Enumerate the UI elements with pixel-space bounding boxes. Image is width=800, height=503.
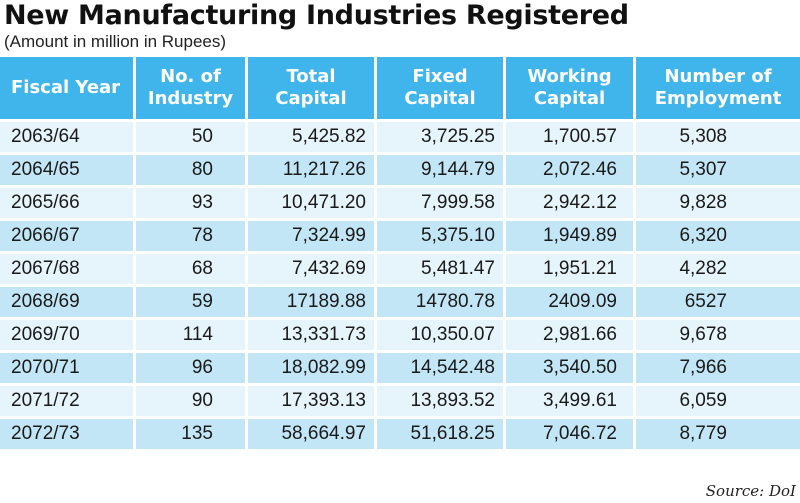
cell-fixed-capital: 10,350.07	[377, 320, 506, 353]
cell-no-of-industry: 93	[136, 188, 248, 221]
cell-fiscal-year: 2064/65	[0, 155, 136, 188]
cell-working-capital: 2409.09	[506, 287, 636, 320]
header-fixed-capital-line2: Capital	[404, 88, 476, 109]
table-row: 2071/72 90 17,393.13 13,893.52 3,499.61 …	[0, 386, 800, 419]
table-row: 2068/69 59 17189.88 14780.78 2409.09 652…	[0, 287, 800, 320]
cell-working-capital: 2,942.12	[506, 188, 636, 221]
cell-number-of-employment: 7,966	[636, 353, 800, 386]
cell-fixed-capital: 13,893.52	[377, 386, 506, 419]
cell-no-of-industry: 78	[136, 221, 248, 254]
cell-working-capital: 1,700.57	[506, 122, 636, 155]
header-total-capital-line1: Total	[286, 66, 336, 87]
cell-working-capital: 3,499.61	[506, 386, 636, 419]
cell-number-of-employment: 6527	[636, 287, 800, 320]
header-total-capital: Total Capital	[248, 57, 377, 122]
header-working-capital: Working Capital	[506, 57, 636, 122]
cell-number-of-employment: 6,059	[636, 386, 800, 419]
cell-total-capital: 13,331.73	[248, 320, 377, 353]
table-row: 2064/65 80 11,217.26 9,144.79 2,072.46 5…	[0, 155, 800, 188]
source-credit: Source: DoI	[705, 482, 796, 500]
cell-number-of-employment: 4,282	[636, 254, 800, 287]
table-row: 2065/66 93 10,471.20 7,999.58 2,942.12 9…	[0, 188, 800, 221]
cell-total-capital: 18,082.99	[248, 353, 377, 386]
header-fiscal-year-label: Fiscal Year	[11, 77, 121, 98]
cell-fixed-capital: 7,999.58	[377, 188, 506, 221]
cell-no-of-industry: 114	[136, 320, 248, 353]
header-working-capital-line2: Capital	[533, 88, 606, 109]
cell-number-of-employment: 8,779	[636, 419, 800, 452]
cell-fixed-capital: 14780.78	[377, 287, 506, 320]
table-row: 2072/73 135 58,664.97 51,618.25 7,046.72…	[0, 419, 800, 452]
cell-total-capital: 10,471.20	[248, 188, 377, 221]
cell-fixed-capital: 5,481.47	[377, 254, 506, 287]
header-no-of-industry-line2: Industry	[147, 88, 234, 109]
header-no-of-industry-line1: No. of	[160, 66, 221, 87]
cell-no-of-industry: 80	[136, 155, 248, 188]
header-total-capital-line2: Capital	[275, 88, 347, 109]
table-row: 2063/64 50 5,425.82 3,725.25 1,700.57 5,…	[0, 122, 800, 155]
cell-no-of-industry: 50	[136, 122, 248, 155]
cell-total-capital: 11,217.26	[248, 155, 377, 188]
cell-no-of-industry: 135	[136, 419, 248, 452]
cell-fixed-capital: 51,618.25	[377, 419, 506, 452]
table-row: 2070/71 96 18,082.99 14,542.48 3,540.50 …	[0, 353, 800, 386]
cell-fiscal-year: 2067/68	[0, 254, 136, 287]
cell-fiscal-year: 2068/69	[0, 287, 136, 320]
cell-number-of-employment: 5,308	[636, 122, 800, 155]
industries-table: Fiscal Year No. of Industry Total Capital …	[0, 57, 800, 452]
cell-fixed-capital: 3,725.25	[377, 122, 506, 155]
cell-number-of-employment: 6,320	[636, 221, 800, 254]
cell-working-capital: 7,046.72	[506, 419, 636, 452]
table-row: 2066/67 78 7,324.99 5,375.10 1,949.89 6,…	[0, 221, 800, 254]
header-fixed-capital: Fixed Capital	[377, 57, 506, 122]
cell-total-capital: 17189.88	[248, 287, 377, 320]
cell-fiscal-year: 2070/71	[0, 353, 136, 386]
cell-working-capital: 2,072.46	[506, 155, 636, 188]
table-header-row: Fiscal Year No. of Industry Total Capital …	[0, 57, 800, 122]
cell-fixed-capital: 9,144.79	[377, 155, 506, 188]
cell-fixed-capital: 5,375.10	[377, 221, 506, 254]
header-no-of-industry: No. of Industry	[136, 57, 248, 122]
cell-no-of-industry: 96	[136, 353, 248, 386]
cell-no-of-industry: 59	[136, 287, 248, 320]
cell-fiscal-year: 2072/73	[0, 419, 136, 452]
cell-fiscal-year: 2066/67	[0, 221, 136, 254]
cell-working-capital: 1,951.21	[506, 254, 636, 287]
cell-total-capital: 7,324.99	[248, 221, 377, 254]
cell-working-capital: 3,540.50	[506, 353, 636, 386]
cell-total-capital: 17,393.13	[248, 386, 377, 419]
cell-total-capital: 58,664.97	[248, 419, 377, 452]
header-number-of-employment-line2: Employment	[654, 88, 782, 109]
page-subtitle: (Amount in million in Rupees)	[4, 32, 227, 51]
cell-working-capital: 1,949.89	[506, 221, 636, 254]
cell-fixed-capital: 14,542.48	[377, 353, 506, 386]
header-fixed-capital-line1: Fixed	[412, 66, 468, 87]
table-row: 2067/68 68 7,432.69 5,481.47 1,951.21 4,…	[0, 254, 800, 287]
cell-number-of-employment: 9,828	[636, 188, 800, 221]
header-working-capital-line1: Working	[527, 66, 612, 87]
cell-number-of-employment: 5,307	[636, 155, 800, 188]
cell-total-capital: 5,425.82	[248, 122, 377, 155]
cell-working-capital: 2,981.66	[506, 320, 636, 353]
table-row: 2069/70 114 13,331.73 10,350.07 2,981.66…	[0, 320, 800, 353]
cell-number-of-employment: 9,678	[636, 320, 800, 353]
cell-fiscal-year: 2071/72	[0, 386, 136, 419]
page-title: New Manufacturing Industries Registered	[4, 0, 629, 31]
cell-no-of-industry: 90	[136, 386, 248, 419]
header-fiscal-year: Fiscal Year	[0, 57, 136, 122]
cell-fiscal-year: 2063/64	[0, 122, 136, 155]
cell-no-of-industry: 68	[136, 254, 248, 287]
cell-fiscal-year: 2069/70	[0, 320, 136, 353]
header-number-of-employment-line1: Number of	[664, 66, 772, 87]
header-number-of-employment: Number of Employment	[636, 57, 800, 122]
cell-total-capital: 7,432.69	[248, 254, 377, 287]
cell-fiscal-year: 2065/66	[0, 188, 136, 221]
